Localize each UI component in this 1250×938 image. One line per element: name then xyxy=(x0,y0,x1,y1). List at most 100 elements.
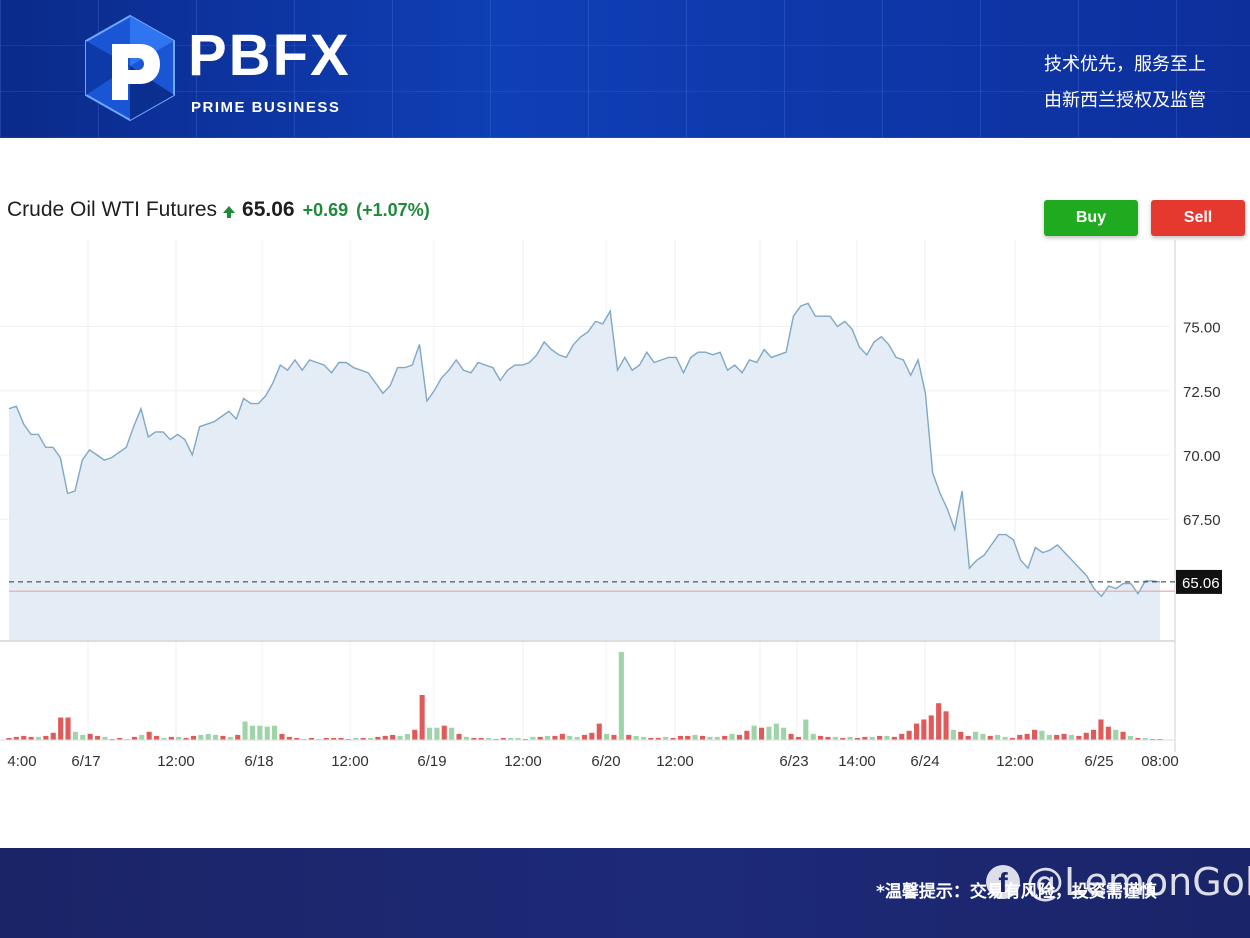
volume-bar xyxy=(766,726,772,740)
volume-bar xyxy=(1017,734,1023,740)
price-change-percent: (+1.07%) xyxy=(356,200,430,220)
volume-bar xyxy=(677,735,683,740)
volume-bar xyxy=(360,738,366,740)
x-tick-label: 6/25 xyxy=(1084,753,1113,770)
last-price-badge xyxy=(1176,569,1222,594)
volume-bar xyxy=(205,733,211,740)
volume-bar xyxy=(397,735,403,740)
volume-bar xyxy=(773,723,779,740)
x-tick-label: 12:00 xyxy=(996,753,1034,770)
slogan-line-2: 由新西兰授权及监管 xyxy=(1044,90,1206,111)
volume-bar xyxy=(611,734,617,740)
volume-bar xyxy=(190,735,196,740)
volume-bar xyxy=(987,735,993,740)
volume-bar xyxy=(168,736,174,740)
volume-bar xyxy=(308,738,314,740)
volume-bar xyxy=(456,733,462,740)
x-tick-label: 6/18 xyxy=(244,753,273,770)
volume-bar xyxy=(1120,731,1126,740)
volume-bar xyxy=(331,738,337,740)
buy-button[interactable]: Buy xyxy=(1044,200,1138,236)
volume-bar xyxy=(928,715,934,740)
x-tick-label: 12:00 xyxy=(504,753,542,770)
volume-bar xyxy=(995,734,1001,740)
volume-bar xyxy=(486,738,492,740)
volume-bar xyxy=(795,736,801,740)
volume-bar xyxy=(847,736,853,740)
volume-bar xyxy=(1135,738,1141,740)
volume-bar xyxy=(65,717,71,740)
volume-bar xyxy=(1032,729,1038,740)
volume-bar xyxy=(825,736,831,740)
volume-bar xyxy=(589,732,595,740)
volume-bar xyxy=(869,736,875,740)
volume-bar xyxy=(161,738,167,740)
volume-bar xyxy=(818,735,824,740)
volume-bar xyxy=(663,736,669,740)
volume-bar xyxy=(1002,736,1008,740)
volume-bar xyxy=(58,717,64,740)
volume-bar xyxy=(884,735,890,740)
volume-bar xyxy=(1046,734,1052,740)
volume-bar xyxy=(294,738,300,740)
volume-bar xyxy=(272,725,278,740)
y-tick-label: 75.00 xyxy=(1183,320,1221,337)
volume-bar xyxy=(1039,730,1045,740)
volume-bar xyxy=(80,734,86,740)
volume-bar xyxy=(1113,729,1119,740)
brand-banner: PBFX PRIME BUSINESS 技术优先，服务至上 由新西兰授权及监管 xyxy=(0,0,1250,138)
volume-bar xyxy=(530,736,536,740)
volume-bar xyxy=(633,735,639,740)
volume-bar xyxy=(6,738,12,740)
sell-button[interactable]: Sell xyxy=(1151,200,1245,236)
volume-bar xyxy=(449,727,455,740)
volume-bar xyxy=(781,727,787,740)
volume-bar xyxy=(471,738,477,740)
volume-bar xyxy=(700,735,706,740)
volume-bar xyxy=(891,736,897,740)
volume-bar xyxy=(537,736,543,740)
y-tick-label: 67.50 xyxy=(1183,512,1221,529)
volume-bar xyxy=(788,733,794,740)
volume-bar xyxy=(832,736,838,740)
x-tick-label: 08:00 xyxy=(1141,753,1179,770)
volume-bar xyxy=(441,725,447,740)
volume-bar xyxy=(213,734,219,740)
volume-bar xyxy=(943,711,949,740)
volume-bar xyxy=(404,733,410,740)
brand-name: PBFX xyxy=(188,23,351,88)
volume-bar xyxy=(35,736,41,740)
volume-bar xyxy=(759,727,765,740)
x-tick-label: 6/17 xyxy=(71,753,100,770)
volume-bar xyxy=(154,735,160,740)
volume-bar xyxy=(936,703,942,740)
x-tick-label: 12:00 xyxy=(656,753,694,770)
x-tick-label: 6/24 xyxy=(910,753,939,770)
volume-bar xyxy=(176,736,182,740)
volume-bar xyxy=(567,735,573,740)
volume-bar xyxy=(1105,726,1111,740)
price-line xyxy=(8,302,1161,598)
volume-bar xyxy=(43,735,49,740)
volume-bar xyxy=(744,730,750,740)
volume-bar xyxy=(1083,732,1089,740)
volume-bar xyxy=(146,731,152,740)
volume-bar xyxy=(854,738,860,740)
volume-bar xyxy=(463,736,469,740)
x-tick-label: 14:00 xyxy=(838,753,876,770)
pbfx-logo-icon xyxy=(85,14,175,122)
volume-bar xyxy=(1098,719,1104,740)
x-tick-label: 6/23 xyxy=(779,753,808,770)
last-price: 65.06 xyxy=(242,198,295,221)
volume-bar xyxy=(375,736,381,740)
volume-bar xyxy=(412,729,418,740)
banner-grid-pattern xyxy=(0,0,1250,138)
y-tick-label: 72.50 xyxy=(1183,384,1221,401)
volume-bar xyxy=(249,725,255,740)
y-tick-label: 70.00 xyxy=(1183,448,1221,465)
volume-bar xyxy=(1127,735,1133,740)
quote-header: Crude Oil WTI Futures 65.06 +0.69 (+1.07… xyxy=(7,198,430,226)
volume-bar xyxy=(242,721,248,740)
volume-bar xyxy=(353,738,359,740)
watermark-handle: @LemonGold xyxy=(1026,860,1250,904)
